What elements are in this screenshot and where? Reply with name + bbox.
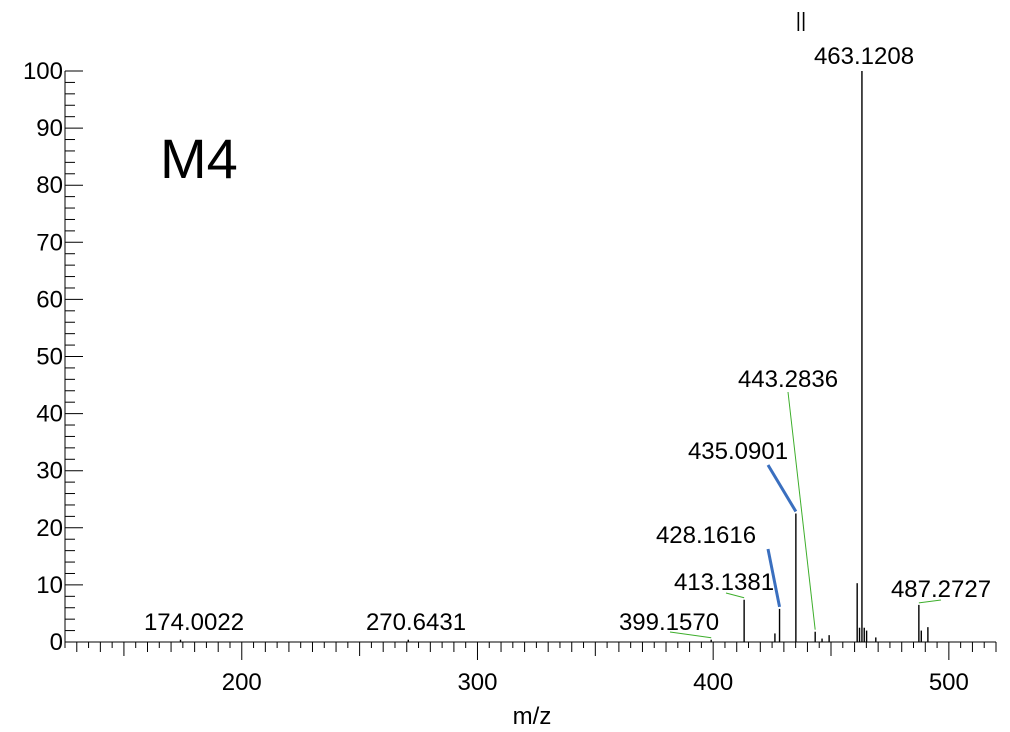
x-axis-title: m/z	[513, 703, 552, 730]
y-tick-label: 60	[36, 286, 63, 313]
peak-label-leader	[669, 631, 712, 639]
y-tick-label: 10	[36, 572, 63, 599]
peak-label-leader	[725, 592, 745, 599]
panel-title: M4	[160, 127, 238, 190]
peak-label: 270.6431	[366, 609, 466, 636]
peak-label: 435.0901	[688, 438, 788, 465]
x-tick-label: 500	[929, 669, 969, 696]
peak-label: 463.1208	[814, 43, 914, 70]
y-tick-label: 30	[36, 458, 63, 485]
x-tick-label: 200	[222, 669, 262, 696]
axes-layer: 0 10 20 30 40 50 60 70 80 90 100 200 300 400 500	[23, 58, 997, 696]
peak-label: 399.1570	[619, 609, 719, 636]
peak-label-leader	[787, 391, 816, 630]
peak-label: 443.2836	[738, 366, 838, 393]
y-tick-label: 20	[36, 515, 63, 542]
y-tick-label: 40	[36, 401, 63, 428]
y-tick-label: 90	[36, 115, 63, 142]
x-tick-label: 400	[693, 669, 733, 696]
peaks-layer	[179, 71, 929, 642]
top-truncation-marker: ||	[796, 10, 806, 32]
x-tick-label: 300	[457, 669, 497, 696]
peak-label: 413.1381	[674, 569, 774, 596]
peak-label-leader	[918, 599, 942, 604]
y-tick-label: 70	[36, 229, 63, 256]
y-tick-label: 0	[50, 629, 63, 656]
y-tick-label: 50	[36, 344, 63, 371]
peak-label-leader	[766, 464, 798, 513]
peak-label-leader	[766, 548, 782, 608]
y-tick-label: 100	[23, 58, 63, 85]
y-tick-label: 80	[36, 172, 63, 199]
peak-label: 174.0022	[144, 609, 244, 636]
peak-label: 487.2727	[891, 576, 991, 603]
peak-label: 428.1616	[656, 522, 756, 549]
labels-layer: 174.0022 270.6431 399.1570 413.1381 428.1616…	[144, 43, 991, 639]
